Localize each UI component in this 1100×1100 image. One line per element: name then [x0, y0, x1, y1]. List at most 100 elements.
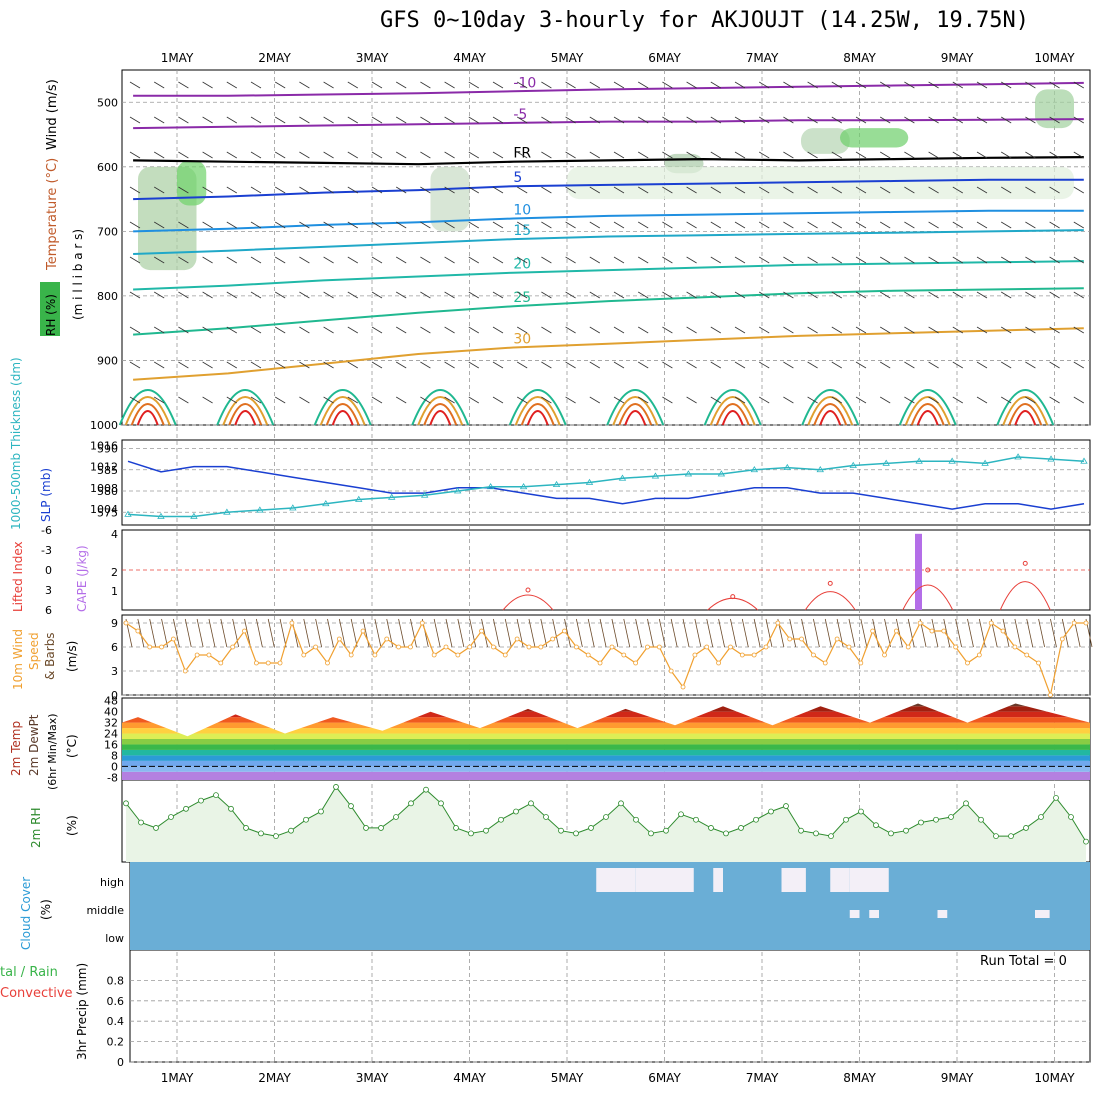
wind-speed-marker [396, 644, 401, 650]
wind-speed-marker [751, 652, 757, 658]
thickness-label: 1000-500mb Thickness (dm) [9, 357, 23, 530]
li-line [707, 597, 759, 611]
rh-marker [888, 830, 894, 837]
rh-marker [948, 814, 954, 820]
wind-speed-marker [265, 660, 271, 666]
wind10-label-a: 10m Wind [11, 629, 25, 690]
wind-speed-marker [882, 652, 887, 658]
wind-barb [831, 81, 843, 89]
wind-barb-10m [848, 618, 856, 648]
wind-barb [1073, 221, 1085, 229]
thickness-marker [420, 491, 429, 498]
wind-barb [879, 361, 891, 369]
wind-speed-marker [123, 620, 129, 626]
wind-barb [952, 326, 964, 334]
cloud-unit: (%) [39, 899, 53, 920]
wind-barb [1000, 291, 1012, 299]
rh-shading [1035, 89, 1074, 129]
thickness-tick-label: 590 [97, 443, 118, 456]
wind-speed-marker [218, 660, 224, 666]
wind-barb [928, 326, 939, 334]
surface-contour [904, 396, 951, 426]
wind-barb [153, 326, 165, 334]
rh-marker [453, 825, 459, 831]
wind-barb [371, 186, 383, 194]
wind-barb [879, 396, 891, 404]
wind-barb [444, 81, 455, 89]
date-label-top: 9MAY [941, 51, 974, 65]
wind-barb-10m [196, 618, 204, 648]
date-label-top: 5MAY [551, 51, 584, 65]
cloud-gap-high [713, 868, 723, 892]
wind-barb [541, 186, 552, 194]
wind-speed-marker [965, 660, 970, 666]
wind-speed-marker [1048, 692, 1053, 698]
wind-speed-marker [645, 644, 650, 650]
wind-barb [226, 326, 238, 334]
wind-barb [855, 326, 867, 334]
li-line [902, 584, 954, 611]
thickness-marker [388, 493, 396, 500]
wind-barb [492, 186, 504, 194]
date-label-bottom: 1MAY [161, 1071, 194, 1085]
wind-barb-10m [279, 618, 287, 648]
rh-marker [378, 825, 384, 831]
rh-marker [543, 814, 549, 820]
wind-barb [565, 151, 576, 159]
wind-barb [758, 326, 770, 334]
wind-barb [589, 256, 601, 264]
wind-speed-marker [834, 636, 840, 642]
wind10-labels: 10m Wind Speed & Barbs (m/s) [11, 629, 79, 690]
wind-barb [250, 116, 262, 124]
thickness-marker [684, 470, 693, 477]
wind-barb [347, 151, 359, 159]
wind-barb [226, 291, 238, 299]
wind-barb [274, 151, 286, 159]
wind-tick-label: 3 [111, 665, 118, 678]
wind-barb [686, 151, 697, 159]
date-label-bottom: 3MAY [356, 1071, 389, 1085]
wind-speed-marker [253, 660, 259, 666]
temp-tick-label: 24 [104, 728, 118, 741]
isotherm-line [133, 327, 1084, 381]
wind-barb [274, 256, 286, 264]
rh-marker [783, 803, 789, 809]
wind-barb [468, 81, 480, 89]
wind-barb [952, 221, 964, 229]
cape-label: CAPE (J/kg) [75, 545, 89, 612]
rh-marker [798, 827, 804, 834]
wind-barb [492, 396, 504, 404]
wind-barb [420, 116, 431, 124]
wind-barb [976, 116, 988, 124]
wind-speed-marker [325, 660, 330, 666]
rh-shading [177, 160, 207, 206]
wind-barb [226, 256, 238, 264]
temp-tick-label: 32 [104, 717, 118, 730]
axis-labels: 1MAY 1MAY 2MAY 2MAY 3MAY 3MAY 4MAY 4MAY 5MAY 5MAY… [41, 51, 1075, 1085]
wind-speed-marker [716, 660, 721, 666]
thickness-marker [717, 470, 726, 477]
isotherm-line [133, 178, 1084, 201]
wind-barb [952, 81, 964, 89]
surface-contour [709, 396, 756, 426]
wind-barb [734, 221, 746, 229]
wind-barb [1049, 256, 1060, 264]
rh-marker [483, 827, 489, 834]
wind-barb [1025, 186, 1036, 194]
wind-speed-marker [491, 644, 496, 650]
surface-contour [1008, 403, 1043, 426]
wind-barb [637, 81, 649, 89]
rh-marker [708, 825, 714, 831]
wind-barb [758, 256, 770, 264]
pressure-tick-label: 900 [97, 354, 118, 367]
cloud-gap-high [849, 868, 889, 892]
wind-barb-10m [753, 618, 761, 648]
wind-barb [250, 291, 262, 299]
wind-barb [516, 361, 528, 369]
temp-band [122, 717, 1090, 723]
wind-barb [831, 186, 843, 194]
rh2m-label: 2m RH [29, 808, 43, 849]
rh-marker [918, 819, 924, 826]
pressure-tick-label: 800 [97, 290, 118, 303]
wind-barb [516, 396, 528, 404]
